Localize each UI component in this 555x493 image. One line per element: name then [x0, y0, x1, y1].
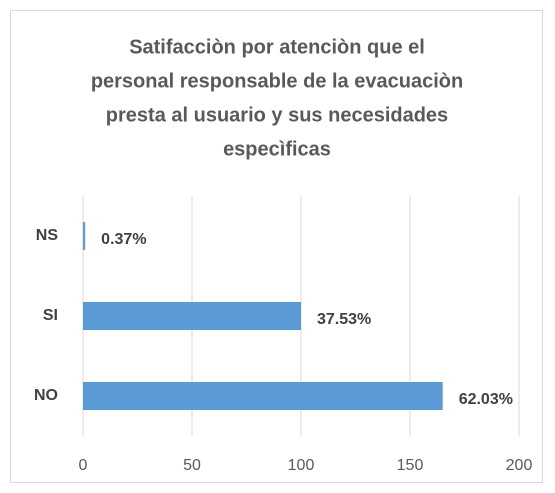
data-label: 37.53% [317, 311, 371, 328]
x-tick-label: 100 [288, 457, 315, 474]
data-label: 0.37% [101, 231, 146, 248]
chart-title: personal responsable de la evacuaciòn [91, 70, 463, 92]
x-tick-label: 200 [506, 457, 533, 474]
x-tick-label: 50 [183, 457, 201, 474]
bar [83, 302, 301, 330]
bar [83, 222, 86, 250]
data-label: 62.03% [459, 391, 513, 408]
chart-title: presta al usuario y sus necesidades [106, 104, 448, 126]
chart-title: especìficas [223, 138, 331, 160]
y-tick-label: NO [34, 387, 58, 404]
x-tick-label: 150 [397, 457, 424, 474]
y-tick-label: NS [36, 227, 59, 244]
chart-title: Satifacciòn por atenciòn que el [129, 36, 425, 58]
x-tick-label: 0 [79, 457, 88, 474]
y-tick-label: SI [43, 307, 58, 324]
bar [83, 382, 443, 410]
